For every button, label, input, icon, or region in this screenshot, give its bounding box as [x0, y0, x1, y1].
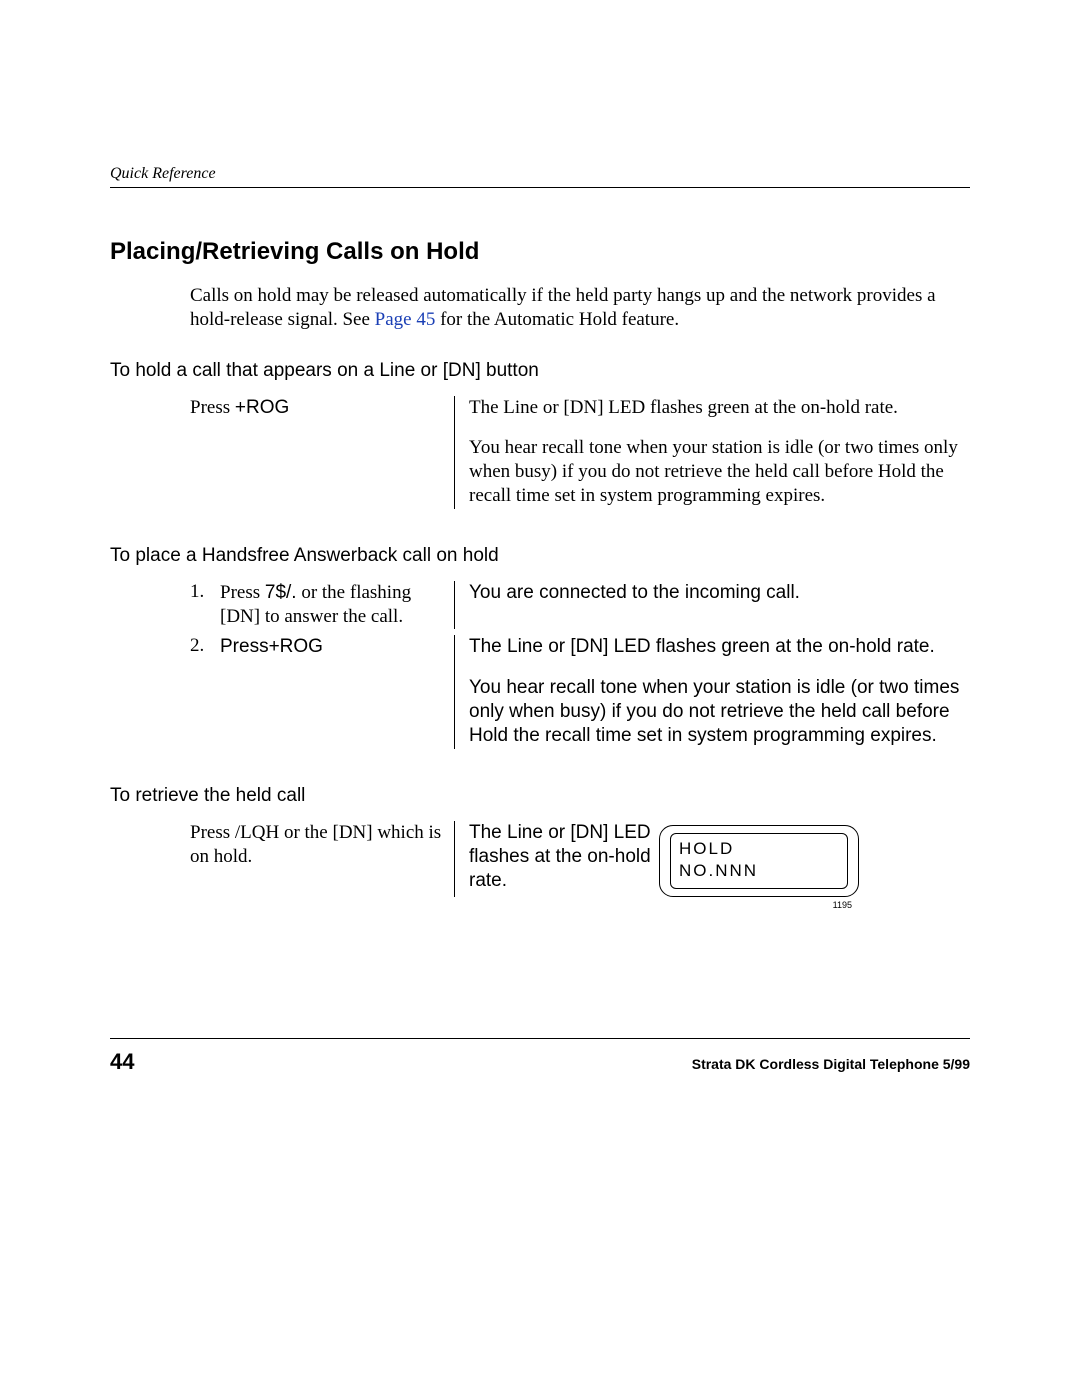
page-content: Quick Reference Placing/Retrieving Calls…: [110, 165, 970, 897]
step-action: Press +ROG: [190, 396, 455, 509]
step-row: 1. Press 7$/. or the flashing [DN] to an…: [190, 581, 970, 630]
action-text: Press: [220, 636, 269, 657]
action-text: Press: [220, 582, 265, 603]
action-key: /LQH: [235, 822, 279, 843]
action-text: Press: [190, 822, 235, 843]
step-action: Press /LQH or the [DN] which is on hold.: [190, 821, 455, 897]
subhead-retrieve: To retrieve the held call: [110, 785, 970, 807]
step-result: The Line or [DN] LED flashes green at th…: [455, 396, 970, 509]
page-footer: 44 Strata DK Cordless Digital Telephone …: [110, 1038, 970, 1075]
intro-paragraph: Calls on hold may be released automatica…: [190, 284, 970, 332]
result-text: The Line or [DN] LED flashes at the on-h…: [469, 822, 651, 892]
step-row: 2. Press+ROG The Line or [DN] LED flashe…: [190, 635, 970, 748]
footer-row: 44 Strata DK Cordless Digital Telephone …: [110, 1049, 970, 1075]
action-key: 7$/.: [265, 582, 297, 603]
page-number: 44: [110, 1049, 134, 1075]
result-text: The Line or [DN] LED flashes green at th…: [469, 396, 970, 420]
lcd-line-2: NO.NNN: [679, 860, 839, 882]
lcd-display-area: HOLD NO.NNN 1195: [655, 821, 970, 897]
step-row: Press +ROG The Line or [DN] LED flashes …: [190, 396, 970, 509]
footer-title: Strata DK Cordless Digital Telephone 5/9…: [692, 1056, 970, 1072]
result-text: The Line or [DN] LED flashes green at th…: [469, 635, 970, 659]
intro-text-post: for the Automatic Hold feature.: [435, 309, 679, 330]
result-text: You are connected to the incoming call.: [469, 581, 970, 605]
step-action: Press 7$/. or the flashing [DN] to answe…: [220, 581, 455, 630]
action-text: Press: [190, 397, 235, 418]
action-key: +ROG: [235, 397, 289, 418]
header-rule: [110, 187, 970, 188]
step-result: You are connected to the incoming call.: [455, 581, 970, 630]
action-key: +ROG: [269, 636, 323, 657]
lcd-frame: HOLD NO.NNN 1195: [659, 825, 859, 897]
step-result: The Line or [DN] LED flashes green at th…: [455, 635, 970, 748]
section-title: Placing/Retrieving Calls on Hold: [110, 238, 970, 266]
subhead-hold-line: To hold a call that appears on a Line or…: [110, 360, 970, 382]
page-link[interactable]: Page 45: [375, 309, 436, 330]
lcd-line-1: HOLD: [679, 838, 839, 860]
result-text: You hear recall tone when your station i…: [469, 676, 970, 749]
result-text: You hear recall tone when your station i…: [469, 436, 970, 509]
step-number: 1.: [190, 581, 220, 630]
subhead-handsfree: To place a Handsfree Answerback call on …: [110, 545, 970, 567]
lcd-screen: HOLD NO.NNN: [670, 833, 848, 889]
step-action: Press+ROG: [220, 635, 455, 748]
running-header: Quick Reference: [110, 165, 970, 183]
step-row: Press /LQH or the [DN] which is on hold.…: [190, 821, 970, 897]
footer-rule: [110, 1038, 970, 1039]
figure-id: 1195: [833, 900, 852, 910]
step-number: 2.: [190, 635, 220, 748]
step-result: The Line or [DN] LED flashes at the on-h…: [455, 821, 655, 897]
